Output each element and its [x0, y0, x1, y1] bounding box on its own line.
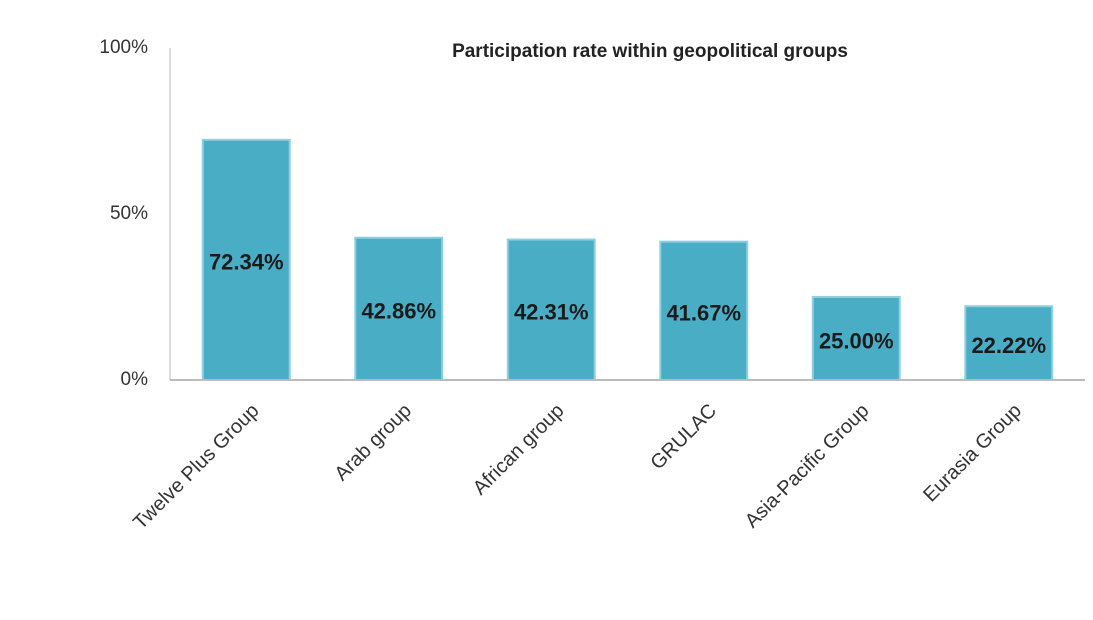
data-label: 72.34% [209, 250, 284, 275]
chart-title: Participation rate within geopolitical g… [452, 41, 848, 62]
y-tick-label: 100% [99, 37, 148, 58]
data-label: 42.31% [514, 300, 589, 325]
x-tick-label: Twelve Plus Group [129, 400, 263, 534]
data-label: 25.00% [819, 328, 894, 353]
bar [811, 296, 901, 381]
y-tick-label: 50% [110, 203, 148, 224]
x-tick-label: African group [469, 400, 569, 500]
x-tick-label: GRULAC [647, 400, 722, 475]
y-tick-label: 0% [121, 369, 149, 390]
bar [659, 240, 749, 381]
x-tick-label: Asia-Pacific Group [741, 400, 874, 533]
bar [354, 236, 444, 381]
data-label: 42.86% [361, 299, 436, 324]
x-tick-label: Eurasia Group [919, 400, 1026, 507]
bar [964, 305, 1054, 382]
x-tick-label: Arab group [330, 400, 416, 486]
data-label: 22.22% [971, 333, 1046, 358]
data-label: 41.67% [666, 301, 741, 326]
